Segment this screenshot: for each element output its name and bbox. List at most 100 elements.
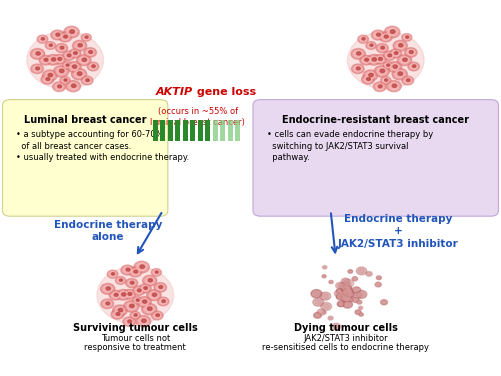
Circle shape	[72, 68, 87, 80]
Circle shape	[402, 76, 414, 85]
Circle shape	[341, 284, 347, 288]
Circle shape	[324, 266, 326, 268]
Circle shape	[338, 291, 341, 293]
Circle shape	[394, 52, 398, 55]
Circle shape	[149, 292, 158, 299]
Circle shape	[377, 33, 380, 36]
Circle shape	[152, 293, 157, 296]
Circle shape	[376, 44, 388, 53]
Circle shape	[314, 312, 321, 318]
Circle shape	[140, 299, 149, 305]
Circle shape	[109, 290, 122, 300]
Circle shape	[151, 268, 161, 276]
Circle shape	[84, 78, 91, 83]
Circle shape	[334, 325, 339, 329]
Circle shape	[155, 271, 158, 273]
Circle shape	[37, 35, 48, 43]
Circle shape	[85, 36, 88, 38]
Circle shape	[337, 301, 345, 306]
Circle shape	[112, 292, 120, 298]
Circle shape	[119, 279, 123, 281]
Circle shape	[73, 40, 87, 51]
Circle shape	[128, 280, 135, 286]
Circle shape	[137, 264, 146, 271]
Circle shape	[349, 299, 352, 301]
Circle shape	[354, 66, 362, 72]
Circle shape	[67, 62, 81, 72]
Circle shape	[345, 290, 350, 293]
Circle shape	[408, 62, 419, 71]
Circle shape	[359, 306, 363, 309]
Circle shape	[145, 277, 154, 284]
Circle shape	[375, 282, 381, 287]
Circle shape	[66, 80, 81, 92]
Circle shape	[371, 30, 385, 40]
Circle shape	[69, 83, 78, 89]
Circle shape	[53, 55, 66, 64]
Circle shape	[60, 46, 64, 49]
Circle shape	[323, 311, 326, 314]
Circle shape	[323, 312, 325, 313]
Circle shape	[116, 290, 130, 300]
Circle shape	[404, 35, 410, 40]
Circle shape	[101, 299, 114, 309]
Text: Luminal breast cancer: Luminal breast cancer	[24, 115, 146, 125]
Circle shape	[322, 275, 326, 278]
Circle shape	[341, 285, 351, 293]
Circle shape	[82, 58, 87, 61]
Circle shape	[59, 32, 72, 42]
Circle shape	[372, 58, 376, 61]
FancyBboxPatch shape	[253, 100, 498, 216]
Circle shape	[385, 53, 393, 59]
Circle shape	[130, 311, 140, 319]
Circle shape	[128, 320, 132, 323]
Circle shape	[378, 277, 380, 279]
Circle shape	[383, 62, 393, 69]
Circle shape	[353, 277, 356, 280]
Circle shape	[343, 296, 352, 302]
Circle shape	[354, 50, 363, 57]
Circle shape	[376, 56, 384, 62]
Circle shape	[339, 294, 344, 299]
Circle shape	[132, 313, 138, 318]
Circle shape	[409, 51, 413, 53]
Circle shape	[135, 288, 143, 294]
Circle shape	[53, 32, 62, 38]
Bar	[235, 120, 240, 141]
Circle shape	[144, 306, 154, 313]
Circle shape	[160, 299, 167, 304]
Circle shape	[317, 309, 325, 315]
Bar	[160, 120, 165, 141]
Text: AKTIP: AKTIP	[156, 87, 193, 97]
Bar	[183, 120, 188, 141]
Circle shape	[136, 315, 151, 327]
Circle shape	[31, 49, 45, 59]
Circle shape	[130, 304, 134, 308]
Circle shape	[86, 79, 89, 82]
Circle shape	[406, 79, 410, 82]
Circle shape	[337, 291, 342, 296]
Circle shape	[57, 68, 66, 75]
Circle shape	[134, 314, 137, 316]
Bar	[153, 120, 158, 141]
Circle shape	[360, 55, 373, 65]
Circle shape	[74, 52, 77, 55]
Circle shape	[374, 32, 382, 38]
Circle shape	[67, 54, 71, 57]
Circle shape	[314, 291, 320, 296]
Circle shape	[344, 291, 347, 293]
Circle shape	[343, 293, 352, 300]
Circle shape	[74, 71, 84, 78]
Circle shape	[66, 64, 69, 66]
Text: Dying tumour cells: Dying tumour cells	[294, 323, 398, 333]
Circle shape	[389, 83, 398, 89]
Circle shape	[340, 296, 348, 302]
Circle shape	[58, 58, 62, 61]
Circle shape	[368, 43, 374, 48]
Circle shape	[127, 303, 136, 310]
Circle shape	[142, 319, 146, 322]
Circle shape	[342, 296, 351, 302]
Circle shape	[390, 49, 402, 58]
Circle shape	[323, 276, 325, 277]
Circle shape	[113, 305, 127, 316]
